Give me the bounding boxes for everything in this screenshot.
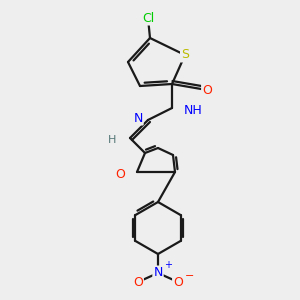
Text: N: N (133, 112, 143, 124)
Text: O: O (202, 83, 212, 97)
Text: NH: NH (184, 103, 202, 116)
Text: H: H (108, 135, 116, 145)
Text: O: O (115, 167, 125, 181)
Text: N: N (153, 266, 163, 280)
Text: Cl: Cl (142, 11, 154, 25)
Text: S: S (181, 49, 189, 62)
Text: O: O (133, 275, 143, 289)
Text: +: + (164, 260, 172, 270)
Text: O: O (173, 275, 183, 289)
Text: −: − (185, 271, 195, 281)
